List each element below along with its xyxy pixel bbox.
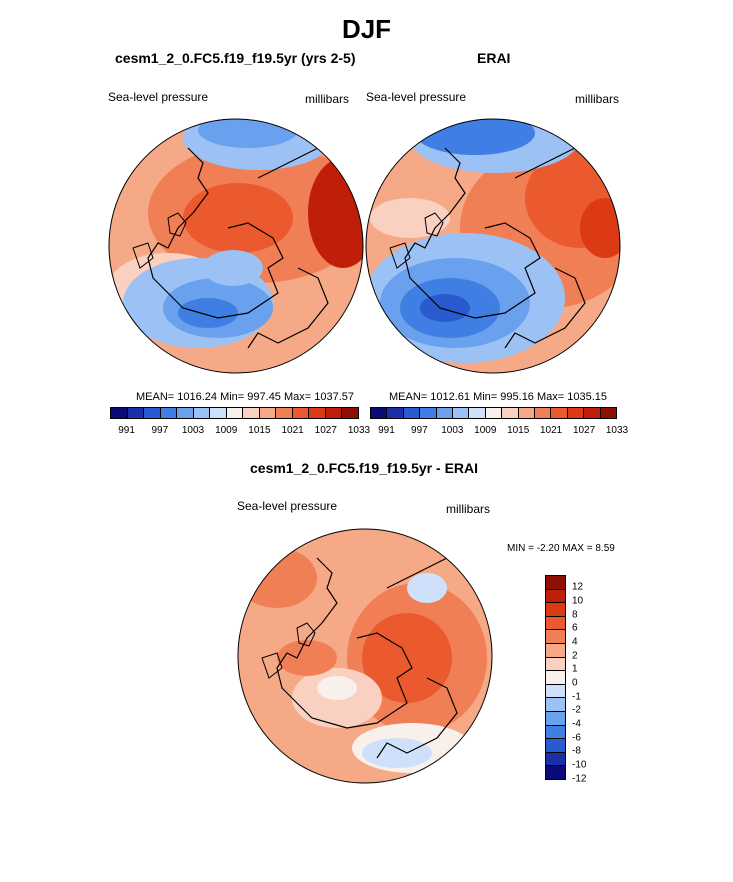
diff-colorbar-tick-label: -8 (572, 745, 581, 757)
diff-colorbar-swatch (546, 657, 565, 672)
diff-colorbar-tick-label: 4 (572, 636, 578, 648)
diff-colorbar-tick-label: 6 (572, 622, 578, 634)
diff-colorbar-swatch (546, 739, 565, 753)
colorbar-tick-label: 1027 (314, 425, 337, 436)
panel2-colorbar (370, 407, 617, 419)
colorbar-tick-label: 1027 (572, 425, 596, 436)
colorbar-swatch (584, 408, 601, 418)
diff-colorbar-tick-label: -2 (572, 704, 581, 716)
colorbar-swatch (502, 408, 519, 418)
diff-colorbar-swatch (546, 589, 565, 604)
colorbar-tick-label: 1021 (540, 425, 563, 436)
colorbar-tick-label: 1021 (281, 425, 304, 436)
diff-colorbar-swatch (546, 603, 565, 617)
panel1-map (108, 118, 364, 374)
panel2-title: ERAI (477, 50, 511, 66)
colorbar-swatch (567, 408, 585, 418)
colorbar-tick-label: 1009 (474, 425, 497, 436)
colorbar-swatch (485, 408, 503, 418)
colorbar-tick-label: 991 (378, 425, 395, 436)
diff-map (237, 528, 493, 784)
colorbar-swatch (111, 408, 128, 418)
panel1-colorbar-labels: 991 997 1003 1009 1015 1021 1027 1033 (110, 425, 370, 437)
colorbar-swatch (127, 408, 145, 418)
diff-colorbar-swatch (546, 671, 565, 685)
diff-colorbar-tick-label: -10 (572, 759, 587, 771)
colorbar-swatch (371, 408, 388, 418)
diff-colorbar-swatch (546, 616, 565, 631)
panel2-map (365, 118, 621, 374)
colorbar-tick-label: 997 (151, 425, 169, 436)
colorbar-swatch (403, 408, 421, 418)
colorbar-tick-label: 991 (118, 425, 135, 436)
diff-stats: MIN = -2.20 MAX = 8.59 (507, 543, 615, 554)
colorbar-tick-label: 997 (411, 425, 428, 436)
diff-colorbar-swatch (546, 725, 565, 740)
panel2-colorbar-labels: 991 997 1003 1009 1015 1021 1027 1033 (370, 425, 628, 437)
colorbar-swatch (551, 408, 568, 418)
colorbar-tick-label: 1033 (605, 425, 629, 436)
colorbar-swatch (160, 408, 178, 418)
colorbar-swatch (210, 408, 227, 418)
panel2-variable: Sea-level pressure (366, 90, 467, 104)
diff-colorbar-tick-label: 1 (572, 663, 578, 675)
colorbar-tick-label: 1033 (347, 425, 371, 436)
panel1-colorbar (110, 407, 359, 419)
diff-colorbar (545, 575, 566, 780)
diff-colorbar-swatch (546, 684, 565, 699)
panel2-stats: MEAN= 1012.61 Min= 995.16 Max= 1035.15 (389, 391, 608, 403)
colorbar-swatch (535, 408, 552, 418)
diff-colorbar-swatch (546, 752, 565, 767)
diff-colorbar-tick-label: -12 (572, 773, 587, 785)
colorbar-tick-label: 1015 (507, 425, 530, 436)
colorbar-swatch (342, 408, 358, 418)
colorbar-swatch (193, 408, 211, 418)
diff-colorbar-labels: 12 10 8 6 4 2 1 0 -1 -2 -4 -6 -8 -10 -12 (572, 575, 602, 784)
colorbar-swatch (469, 408, 486, 418)
diff-colorbar-swatch (546, 711, 565, 726)
colorbar-swatch (600, 408, 617, 418)
diff-colorbar-tick-label: 10 (572, 595, 584, 607)
diff-colorbar-tick-label: -4 (572, 718, 581, 730)
diff-colorbar-swatch (546, 630, 565, 644)
colorbar-swatch (309, 408, 326, 418)
diff-colorbar-tick-label: -1 (572, 691, 581, 703)
colorbar-swatch (243, 408, 260, 418)
colorbar-tick-label: 1003 (441, 425, 464, 436)
panel1-stats: MEAN= 1016.24 Min= 997.45 Max= 1037.57 (136, 391, 355, 403)
panel1-title: cesm1_2_0.FC5.f19_f19.5yr (yrs 2-5) (115, 50, 356, 66)
panel2-units: millibars (575, 92, 620, 106)
diff-title: cesm1_2_0.FC5.f19_f19.5yr - ERAI (250, 460, 479, 476)
diff-colorbar-swatch (546, 766, 565, 779)
panel1-variable: Sea-level pressure (108, 90, 209, 104)
colorbar-swatch (518, 408, 536, 418)
diff-colorbar-tick-label: 12 (572, 581, 584, 593)
diff-colorbar-swatch (546, 576, 565, 590)
colorbar-swatch (387, 408, 404, 418)
diff-colorbar-tick-label: 0 (572, 677, 578, 689)
diff-colorbar-tick-label: 8 (572, 609, 578, 621)
colorbar-swatch (177, 408, 194, 418)
diff-units: millibars (446, 502, 491, 516)
main-title: DJF (341, 14, 392, 44)
colorbar-swatch (226, 408, 244, 418)
diff-colorbar-swatch (546, 698, 565, 712)
colorbar-swatch (276, 408, 293, 418)
colorbar-swatch (325, 408, 343, 418)
diff-colorbar-swatch (546, 643, 565, 658)
diff-colorbar-tick-label: -6 (572, 732, 581, 744)
diff-colorbar-tick-label: 2 (572, 650, 578, 662)
colorbar-tick-label: 1015 (248, 425, 271, 436)
colorbar-swatch (144, 408, 161, 418)
panel1-units: millibars (305, 92, 350, 106)
colorbar-swatch (292, 408, 310, 418)
diff-variable: Sea-level pressure (237, 499, 338, 513)
colorbar-tick-label: 1009 (215, 425, 238, 436)
colorbar-swatch (420, 408, 437, 418)
colorbar-swatch (436, 408, 454, 418)
colorbar-tick-label: 1003 (181, 425, 205, 436)
colorbar-swatch (259, 408, 277, 418)
colorbar-swatch (453, 408, 470, 418)
